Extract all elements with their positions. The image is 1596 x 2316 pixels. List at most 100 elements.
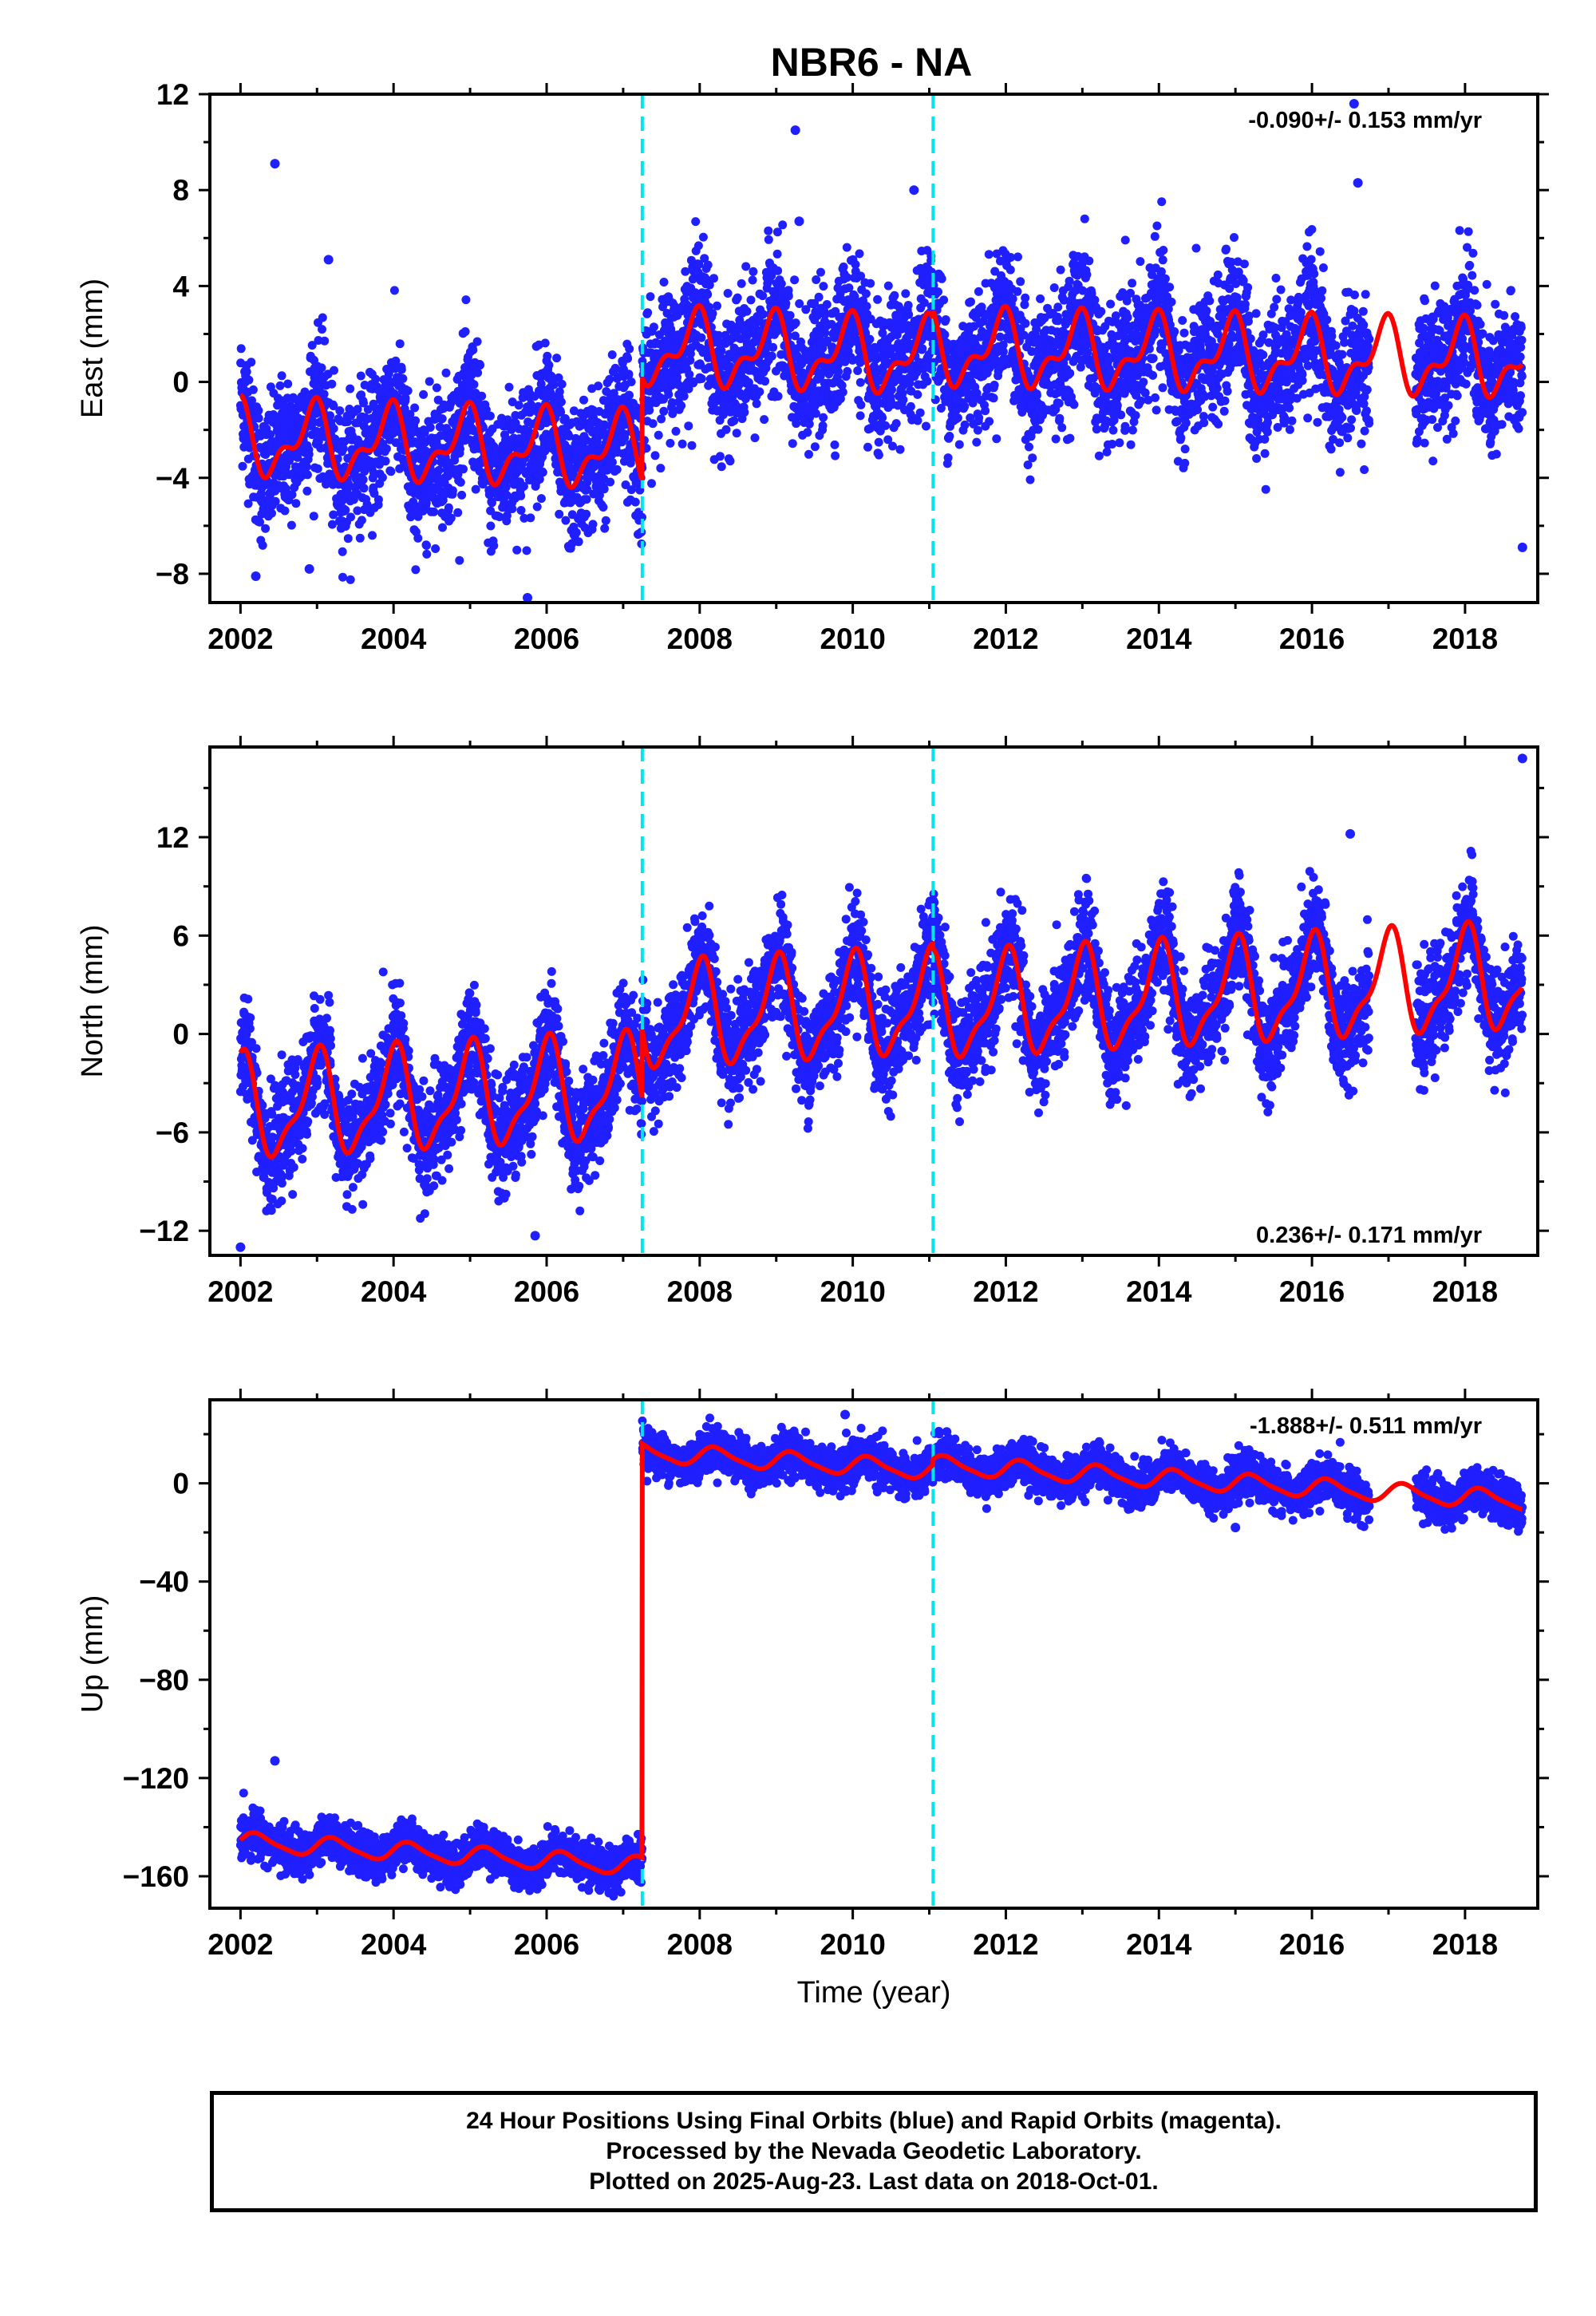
data-point [568, 467, 578, 476]
data-point [1112, 401, 1122, 410]
data-point [878, 328, 887, 338]
data-point [919, 298, 929, 307]
data-point [746, 295, 756, 305]
data-point [391, 356, 401, 366]
data-point [353, 506, 362, 516]
data-point [872, 367, 882, 377]
data-point [243, 499, 253, 508]
data-point [737, 279, 746, 288]
data-point [915, 408, 925, 417]
data-point [326, 411, 334, 421]
data-point [972, 389, 982, 398]
data-point [610, 363, 620, 373]
data-point [1108, 440, 1117, 449]
data-point [1222, 244, 1231, 254]
data-point [913, 389, 922, 399]
data-point [881, 421, 891, 430]
data-point [693, 241, 703, 251]
data-point [459, 464, 468, 474]
data-point [1013, 252, 1022, 262]
data-point [723, 289, 733, 298]
data-point [438, 523, 447, 532]
data-point [605, 374, 614, 384]
data-point [748, 275, 757, 285]
data-point [666, 324, 676, 334]
data-point [432, 383, 441, 393]
data-point [564, 432, 574, 441]
data-point [659, 278, 669, 287]
data-point [887, 385, 896, 394]
data-point [384, 369, 393, 378]
data-point [984, 250, 994, 259]
data-point [804, 449, 813, 459]
data-point [906, 401, 915, 411]
data-point [1065, 276, 1074, 286]
data-point [1180, 458, 1190, 468]
data-point [685, 370, 694, 379]
data-point [671, 426, 681, 436]
data-point [437, 414, 447, 424]
data-point [735, 315, 745, 325]
data-point [398, 373, 408, 383]
data-point [601, 516, 610, 525]
data-point [389, 286, 399, 295]
data-point [1270, 302, 1279, 312]
data-point [503, 415, 512, 425]
data-point [890, 290, 899, 300]
data-point [1038, 410, 1047, 420]
data-point [1139, 377, 1148, 387]
data-point [291, 499, 301, 508]
data-point [855, 377, 865, 387]
data-point [1013, 287, 1022, 296]
data-point [990, 381, 999, 389]
data-point [943, 453, 953, 463]
data-point [453, 508, 463, 517]
data-point [261, 524, 271, 533]
data-point [343, 534, 353, 543]
data-point [1260, 449, 1270, 458]
data-point [346, 512, 355, 522]
data-point [561, 516, 571, 525]
data-point [922, 421, 930, 431]
data-point [501, 483, 511, 492]
data-point [1020, 300, 1029, 310]
data-point [258, 540, 267, 550]
data-point [557, 379, 567, 389]
data-point [697, 333, 706, 342]
data-point [648, 419, 658, 429]
data-point [420, 428, 429, 437]
data-point [856, 400, 866, 409]
data-point [1276, 285, 1286, 294]
data-point [1096, 306, 1106, 316]
data-point [419, 389, 429, 399]
data-point [899, 395, 908, 405]
data-point [1158, 383, 1167, 393]
data-point [1178, 316, 1187, 325]
data-point [862, 302, 871, 311]
data-point [851, 259, 860, 269]
data-point [691, 217, 701, 227]
data-point [329, 401, 338, 411]
data-point [795, 299, 804, 308]
data-point [598, 503, 608, 512]
data-point [990, 267, 1000, 276]
data-point [941, 315, 950, 324]
data-point [309, 512, 318, 521]
data-point [516, 506, 526, 515]
data-point [612, 464, 622, 474]
data-point [1032, 324, 1041, 334]
data-point [667, 398, 677, 407]
data-point [703, 260, 713, 270]
data-point [422, 541, 431, 550]
data-point [788, 439, 797, 449]
data-point [717, 346, 726, 356]
data-point [1243, 283, 1253, 292]
data-point [715, 452, 725, 461]
data-point [486, 521, 496, 531]
data-point [277, 371, 286, 381]
data-point [1116, 410, 1126, 420]
data-point [519, 481, 528, 491]
data-point [1094, 451, 1104, 460]
data-point [582, 495, 591, 504]
data-point [773, 392, 783, 401]
